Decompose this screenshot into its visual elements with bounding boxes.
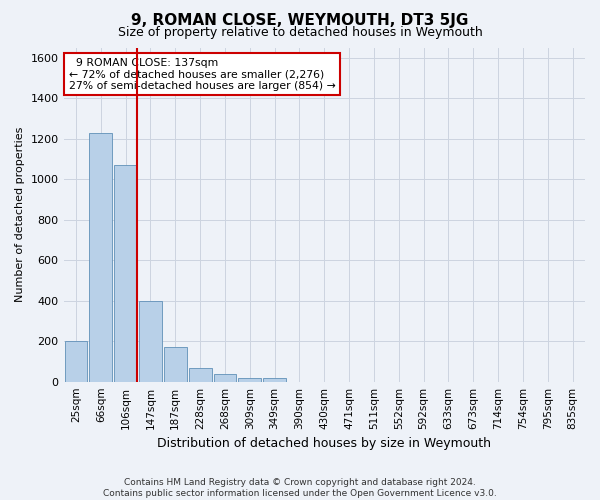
Text: Size of property relative to detached houses in Weymouth: Size of property relative to detached ho… (118, 26, 482, 39)
Text: Contains HM Land Registry data © Crown copyright and database right 2024.
Contai: Contains HM Land Registry data © Crown c… (103, 478, 497, 498)
Y-axis label: Number of detached properties: Number of detached properties (15, 127, 25, 302)
Bar (238, 378, 261, 382)
Bar (139, 300, 162, 382)
X-axis label: Distribution of detached houses by size in Weymouth: Distribution of detached houses by size … (157, 437, 491, 450)
Bar (114, 165, 137, 382)
Bar (214, 374, 236, 382)
Bar (164, 347, 187, 382)
Text: 9, ROMAN CLOSE, WEYMOUTH, DT3 5JG: 9, ROMAN CLOSE, WEYMOUTH, DT3 5JG (131, 12, 469, 28)
Bar (188, 368, 212, 382)
Bar (89, 132, 112, 382)
Bar (65, 341, 88, 382)
Bar (263, 378, 286, 382)
Text: 9 ROMAN CLOSE: 137sqm
← 72% of detached houses are smaller (2,276)
27% of semi-d: 9 ROMAN CLOSE: 137sqm ← 72% of detached … (69, 58, 335, 90)
